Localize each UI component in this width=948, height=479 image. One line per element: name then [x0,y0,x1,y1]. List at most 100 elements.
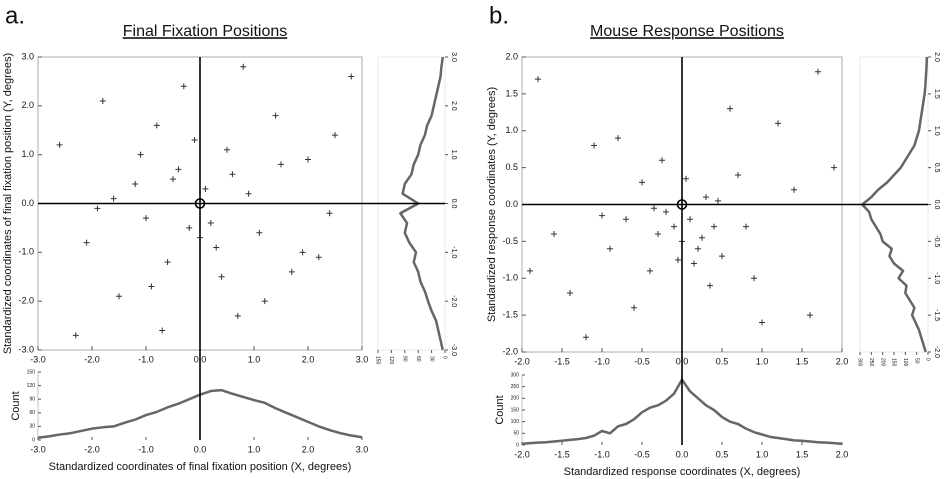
point [703,194,709,201]
point [719,253,725,260]
point [759,319,765,326]
position-tick-label: -1.0 [450,246,457,258]
position-tick-label: 1.5 [933,89,940,99]
count-tick-label: 100 [902,358,908,367]
count-tick-label: 0 [442,356,448,359]
point [663,208,669,215]
x-tick-label: -0.5 [634,356,650,366]
point [315,254,322,261]
point [186,224,193,231]
x-tick-label: 1.0 [248,444,261,454]
count-tick-label: 300 [511,372,520,378]
y-tick-label: -2.0 [502,346,518,356]
count-tick-label: 150 [511,407,520,413]
point [202,185,209,192]
position-tick-label: 0.5 [933,163,940,173]
point [607,245,613,252]
x-tick-label: -3.0 [30,444,46,454]
y-tick-label: -1.0 [18,247,34,257]
point [148,283,155,290]
point [715,197,721,204]
point [132,180,139,187]
position-tick-label: -3.0 [450,344,457,356]
point [175,166,182,173]
x-tick-label: -2.0 [84,354,100,364]
x-tick-label: 2.0 [302,354,315,364]
point [699,234,705,241]
x-tick-label: 0.0 [676,449,689,459]
point [691,260,697,267]
point [815,68,821,75]
point [631,304,637,311]
point [288,268,295,275]
x-tick-label: 1.5 [796,356,809,366]
y-axis-label: Count [10,391,22,420]
point [551,231,557,237]
point [727,105,733,112]
point [305,156,311,163]
y-axis-label: Count [494,395,506,424]
point [56,141,63,148]
y-tick-label: 1.0 [21,149,34,159]
point [94,205,101,212]
count-tick-label: 0 [32,437,35,443]
point [218,273,225,280]
x-tick-label: 1.0 [248,354,261,364]
chart-title: Final Fixation Positions [123,23,288,40]
point [599,212,605,219]
y-tick-label: 1.0 [505,125,518,135]
point [615,135,621,142]
position-tick-label: -1.0 [933,272,940,284]
y-tick-label: -2.0 [18,296,34,306]
count-tick-label: 150 [375,356,381,365]
y-tick-label: 2.0 [505,51,518,61]
x-tick-label: 2.0 [836,449,849,459]
point [159,327,166,334]
point [83,239,90,246]
point [278,161,284,168]
x-tick-label: -1.0 [594,356,610,366]
point [831,164,837,171]
point [671,223,677,230]
point [651,205,657,212]
count-tick-label: 30 [29,424,35,430]
point [326,210,333,217]
point [170,176,176,183]
point [583,334,589,341]
position-tick-label: -2.0 [933,346,940,358]
x-tick-label: -1.5 [554,356,570,366]
point [647,267,653,274]
point [72,332,79,339]
point [137,151,144,158]
x-tick-label: -1.5 [554,449,570,459]
x-tick-label: 1.0 [756,449,769,459]
x-tick-label: 1.0 [756,356,769,366]
panel-label: a. [5,2,25,29]
x-axis-label: Standardized coordinates of final fixati… [49,461,352,473]
y-tick-label: -3.0 [18,344,34,354]
origin-marker [194,198,206,209]
position-tick-label: 2.0 [933,52,940,62]
count-tick-label: 50 [513,431,519,437]
count-tick-label: 50 [913,358,919,364]
x-tick-label: -1.0 [138,444,154,454]
point [99,97,106,104]
point [711,223,717,230]
point [180,83,187,90]
point [332,132,338,139]
x-tick-label: 3.0 [356,444,369,454]
position-tick-label: 1.0 [450,150,457,160]
x-tick-label: -2.0 [514,449,530,459]
y-tick-label: -1.5 [502,310,518,320]
y-tick-label: 0.5 [505,162,518,172]
count-tick-label: 60 [29,410,35,416]
point [240,63,247,70]
x-tick-label: 3.0 [356,354,369,364]
point [687,216,693,223]
count-tick-label: 150 [27,369,36,375]
point [272,112,279,119]
point [623,216,629,223]
count-tick-label: 250 [511,384,520,390]
position-tick-label: 0.0 [450,199,457,209]
